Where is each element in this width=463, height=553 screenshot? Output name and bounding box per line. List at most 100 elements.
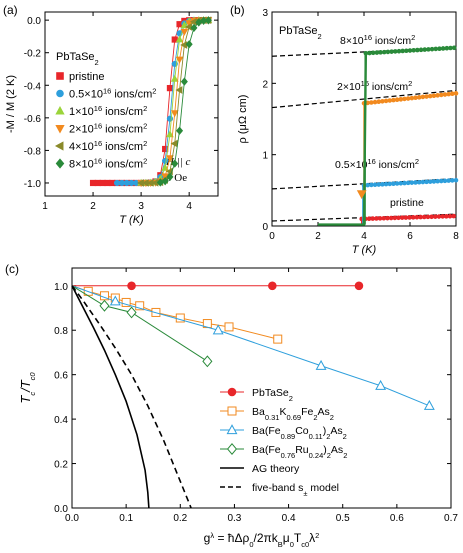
label-part: Ba(Fe — [252, 444, 281, 456]
label-part: ions/cm — [102, 159, 143, 171]
legend-marker — [227, 387, 237, 397]
data-point — [418, 214, 423, 220]
data-point — [170, 110, 179, 118]
data-point — [372, 99, 378, 105]
data-point — [450, 91, 455, 97]
data-point — [394, 181, 400, 186]
label-part: ions/cm — [111, 89, 152, 101]
series-label: 8×1016 ions/cm2 — [340, 33, 415, 48]
label-part: ions/cm — [102, 124, 143, 136]
series-2 — [71, 285, 435, 410]
y-tick-label: 0.8 — [54, 326, 68, 337]
data-point — [411, 47, 416, 53]
label-part: 16 — [94, 104, 102, 113]
y-tick-label: -0.2 — [24, 49, 42, 60]
label-part: ions/cm — [369, 81, 408, 93]
label-part: 4×10 — [69, 141, 94, 153]
data-point — [409, 180, 415, 185]
legend-label: pristine — [69, 71, 104, 83]
data-point — [180, 28, 189, 36]
plot-frame — [44, 11, 219, 197]
data-point — [422, 47, 428, 52]
data-point — [185, 40, 193, 49]
label-part: 2 — [318, 32, 322, 41]
legend-label: AG theory — [252, 463, 300, 475]
plot-frame — [71, 267, 452, 509]
series-label: 0.5×1016 ions/cm2 — [335, 157, 419, 172]
y-tick-label: -0.6 — [24, 114, 42, 125]
series-3 — [71, 285, 213, 368]
x-tick-label: 2 — [90, 201, 96, 212]
series-5 — [156, 16, 212, 187]
label-part: 2 — [415, 157, 419, 166]
x-tick-label: 6 — [407, 231, 413, 242]
x-tick-label: 0 — [269, 231, 275, 242]
data-point — [268, 281, 277, 291]
label-part: 2 — [343, 432, 347, 441]
label-part: 2 — [289, 394, 293, 403]
data-point — [396, 215, 401, 221]
legend-label: 0.5×1016 ions/cm2 — [69, 86, 156, 101]
data-point — [202, 355, 213, 368]
data-point — [166, 85, 174, 92]
series-line — [71, 285, 192, 509]
legend-label: 1×1016 ions/cm2 — [69, 104, 147, 119]
x-tick-label: 8 — [453, 231, 459, 242]
y-tick-label: 0 — [262, 222, 268, 233]
data-point — [426, 47, 431, 52]
data-point — [402, 96, 407, 102]
data-point — [407, 48, 413, 53]
data-point — [385, 49, 391, 55]
y-tick-label: 1.0 — [54, 282, 68, 293]
label-part: ions/cm — [102, 141, 143, 153]
data-point — [425, 214, 431, 220]
data-point — [166, 155, 174, 163]
data-point — [431, 179, 437, 184]
label-part: λ — [309, 531, 315, 545]
x-axis-label: T (K) — [119, 214, 144, 226]
data-point — [375, 379, 387, 390]
legend-marker — [56, 72, 64, 80]
label-part: 1×10 — [69, 106, 94, 118]
x-tick-label: 0.7 — [444, 513, 458, 524]
data-point — [387, 181, 393, 187]
data-point — [392, 49, 398, 54]
series-line — [71, 285, 430, 407]
legend-marker — [226, 443, 238, 455]
label-part: 2 — [330, 413, 334, 422]
data-point — [438, 178, 444, 184]
label-part: As — [331, 444, 343, 456]
label-part: 16 — [94, 121, 102, 130]
data-point — [380, 99, 385, 104]
data-point — [433, 46, 439, 52]
series-line — [71, 285, 150, 509]
data-point — [365, 182, 370, 188]
label-part: 8×10 — [69, 159, 94, 171]
y-axis-label: Tc/Tc0 — [18, 372, 37, 404]
data-point — [381, 49, 387, 55]
y-tick-label: -0.8 — [24, 146, 42, 157]
panel-label: (c) — [5, 262, 19, 276]
data-point — [370, 216, 376, 221]
data-point — [400, 48, 405, 54]
x-tick-label: 0.3 — [227, 513, 241, 524]
data-point — [180, 77, 188, 86]
label-part: 0.5×10 — [335, 159, 368, 171]
data-point — [392, 215, 398, 221]
x-tick-label: 0.1 — [119, 513, 133, 524]
data-point — [436, 214, 442, 219]
data-point — [416, 179, 422, 185]
data-point — [416, 95, 422, 100]
label-part: K — [279, 406, 286, 418]
data-point — [424, 94, 429, 99]
label-part: 2 — [326, 432, 330, 441]
data-point — [354, 281, 364, 291]
data-point — [431, 93, 437, 99]
series-0 — [72, 281, 364, 291]
data-point — [166, 172, 174, 182]
label-part: 0 — [249, 540, 253, 549]
series-4 — [71, 285, 150, 509]
series-line — [318, 46, 457, 226]
data-point — [398, 180, 404, 186]
